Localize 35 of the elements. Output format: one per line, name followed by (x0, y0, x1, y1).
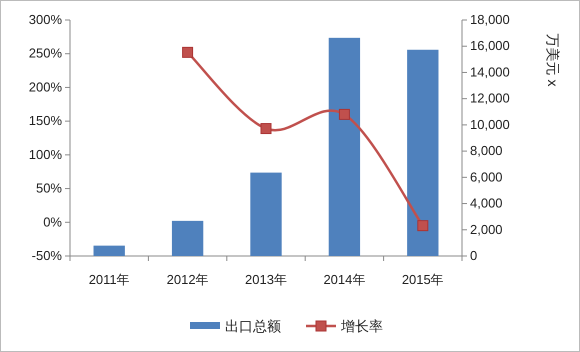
bar (94, 246, 125, 256)
y-tick-label: 200% (28, 79, 62, 94)
y-tick-label: 50% (36, 180, 62, 196)
legend-label: 出口总额 (225, 318, 281, 334)
x-tick-label: 2013年 (245, 272, 287, 287)
y2-tick-label: 6,000 (470, 169, 503, 184)
bar (407, 50, 438, 256)
y2-tick-label: 18,000 (470, 12, 510, 27)
y2-tick-label: 8,000 (470, 143, 503, 158)
y2-tick-label: 0 (470, 248, 478, 263)
point (260, 123, 272, 134)
y-tick-label: 150% (28, 113, 62, 128)
y-tick-label: 100% (28, 146, 62, 162)
y2-tick-label: 2,000 (470, 222, 503, 237)
y-tick-label: 0% (43, 214, 62, 230)
x-tick-label: 2012年 (166, 272, 209, 287)
point (417, 220, 428, 232)
legend-label: 增长率 (340, 318, 383, 334)
x-tick-label: 2015年 (402, 272, 444, 287)
y-tick-label: -50% (32, 248, 62, 263)
y2-tick-label: 4,000 (470, 196, 503, 211)
x-tick-label: 2014年 (323, 272, 366, 287)
bar (172, 220, 204, 256)
bar (328, 38, 360, 256)
bar (250, 172, 282, 256)
point (338, 108, 350, 120)
y2-tick-label: 16,000 (470, 38, 510, 54)
y2-tick-label: 12,000 (470, 90, 510, 106)
x-tick-label: 2011年 (88, 272, 130, 287)
y2-tick-label: 10,000 (470, 116, 510, 132)
y-tick-label: 250% (28, 46, 62, 61)
point (182, 46, 194, 58)
y-tick-label: 300% (28, 12, 62, 27)
y2-tick-label: 14,000 (470, 64, 510, 80)
y2-axis-title: 万美元 x (545, 34, 561, 86)
